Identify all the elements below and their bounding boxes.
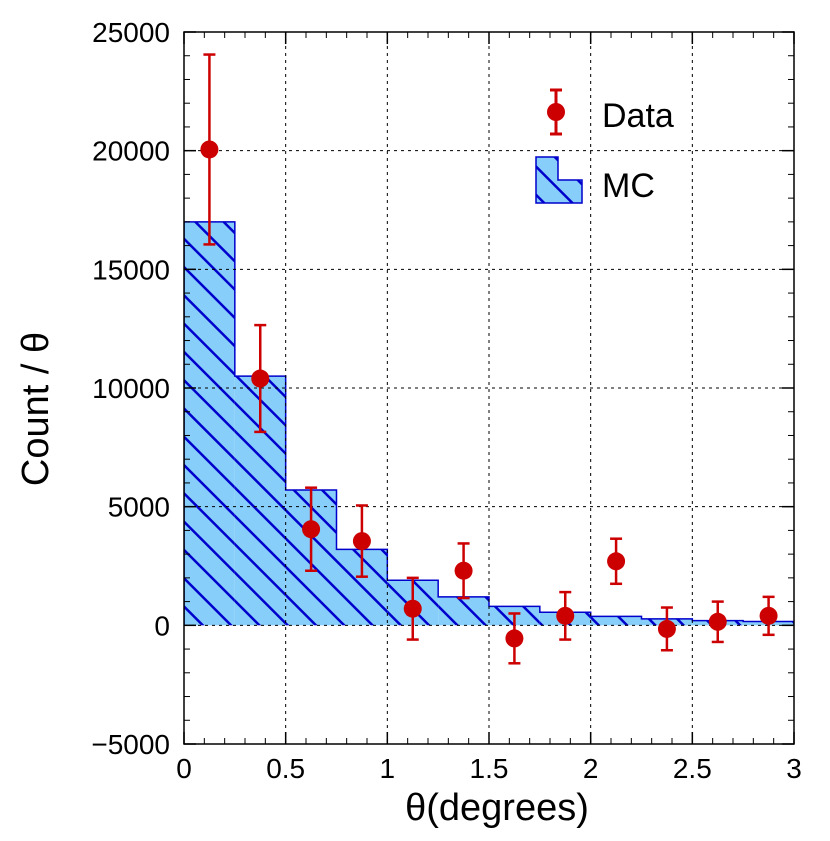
y-tick-label: 15000 (92, 254, 170, 285)
data-point (251, 369, 270, 388)
x-tick-label: 1.5 (470, 753, 509, 784)
y-axis-label: Count / θ (15, 332, 57, 486)
y-tick-label: −5000 (91, 729, 170, 760)
x-tick-label: 2 (583, 753, 599, 784)
legend-data-marker (547, 103, 565, 121)
data-point (556, 606, 575, 625)
x-tick-label: 3 (786, 753, 802, 784)
x-tick-label: 2.5 (673, 753, 712, 784)
y-tick-label: 0 (154, 610, 170, 641)
data-point (403, 599, 422, 618)
data-point (657, 619, 676, 638)
y-tick-label: 25000 (92, 17, 170, 48)
data-point (708, 612, 727, 631)
data-point (352, 532, 371, 551)
y-tick-label: 10000 (92, 373, 170, 404)
x-axis-label: θ(degrees) (405, 787, 589, 829)
x-tick-label: 0.5 (266, 753, 305, 784)
legend-mc-swatch (535, 156, 583, 204)
data-point (302, 520, 321, 539)
y-tick-label: 5000 (108, 492, 170, 523)
data-points (200, 53, 778, 665)
data-point (200, 140, 219, 159)
mc-bin (438, 596, 489, 626)
legend-data-label: Data (602, 97, 674, 135)
data-point (505, 629, 524, 648)
data-point (454, 561, 473, 580)
x-tick-label: 0 (176, 753, 192, 784)
axis-ticks: 0 0.5 1 1.5 2 2.5 3−50000500010000150002000025… (91, 17, 801, 784)
x-tick-label: 1 (380, 753, 396, 784)
legend: Data MC (535, 88, 674, 205)
data-point (607, 552, 626, 571)
mc-bin (184, 221, 235, 626)
data-point (759, 606, 778, 625)
mc-bin (590, 616, 642, 626)
y-tick-label: 20000 (92, 136, 170, 167)
legend-mc-label: MC (602, 167, 655, 205)
